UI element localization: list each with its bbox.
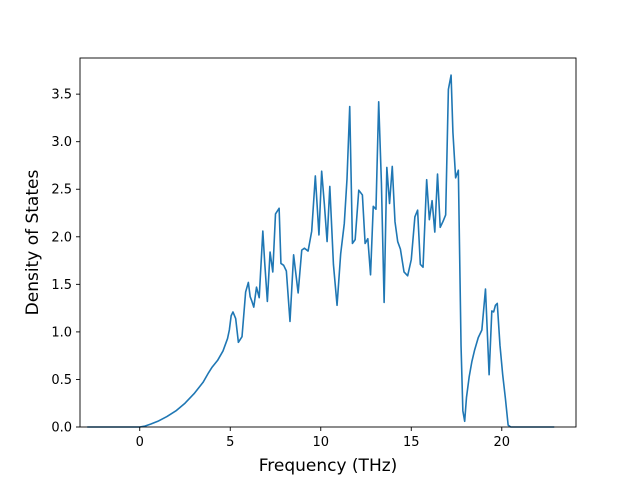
x-axis-title: Frequency (THz) [259, 456, 398, 476]
y-tick-label: 3.5 [51, 88, 72, 103]
y-tick-label: 2.0 [51, 230, 72, 245]
y-tick-label: 0.0 [51, 421, 72, 436]
x-axis-ticks: 0 5 10 15 20 [136, 427, 510, 450]
y-tick-label: 1.5 [51, 278, 72, 293]
x-tick-label: 0 [136, 435, 144, 450]
plot-frame [79, 57, 577, 428]
series-layer [87, 74, 555, 428]
y-tick-label: 2.5 [51, 183, 72, 198]
plot-area [80, 58, 576, 427]
y-axis-ticks: 0.0 0.5 1.0 1.5 2.0 2.5 3.0 3.5 [51, 88, 80, 436]
y-tick-label: 0.5 [51, 373, 72, 388]
y-tick-label: 1.0 [51, 325, 72, 340]
y-tick-label: 3.0 [51, 135, 72, 150]
y-axis-title: Density of States [23, 170, 43, 316]
x-tick-label: 5 [226, 435, 234, 450]
dos-series-line-0 [87, 74, 555, 428]
x-tick-label: 20 [494, 435, 511, 450]
x-tick-label: 10 [312, 435, 329, 450]
x-tick-label: 15 [403, 435, 420, 450]
